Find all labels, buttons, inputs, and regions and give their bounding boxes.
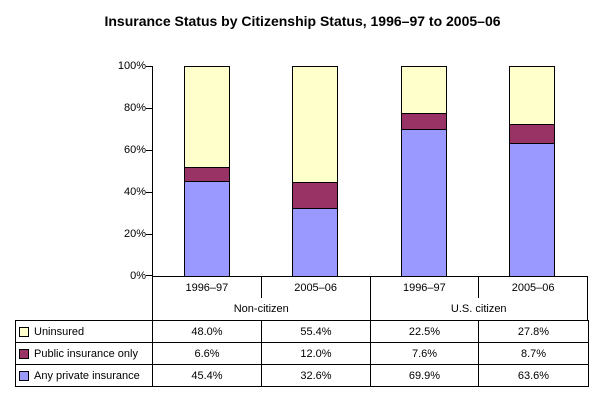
y-axis-label-20: 20%	[123, 228, 146, 240]
bar-segment-public-insurance-only	[401, 113, 447, 130]
y-axis-label-60: 60%	[123, 144, 146, 156]
bar-segment-any-private-insurance	[401, 129, 447, 276]
bar-segment-public-insurance-only	[292, 182, 338, 208]
bar-segment-uninsured	[184, 66, 230, 167]
legend-label: Uninsured	[34, 325, 85, 338]
y-axis-tick	[146, 150, 153, 151]
y-axis-label-40: 40%	[123, 186, 146, 198]
table-value: 63.6%	[479, 365, 589, 387]
bar-segment-public-insurance-only	[509, 124, 555, 143]
table-value: 8.7%	[479, 343, 589, 365]
bar-segment-uninsured	[401, 66, 447, 114]
table-value: 12.0%	[262, 343, 371, 365]
y-axis-tick	[146, 66, 153, 67]
data-table: Uninsured 48.0% 55.4% 22.5% 27.8% Public…	[15, 320, 589, 387]
y-axis-label-80: 80%	[123, 102, 146, 114]
legend-label: Public insurance only	[34, 347, 138, 360]
x-axis-label: 1996–97	[369, 277, 479, 298]
plot-area	[146, 66, 588, 277]
bar-segment-any-private-insurance	[184, 180, 230, 276]
bar-non-citizen-1996-97	[184, 66, 230, 276]
bar-segment-public-insurance-only	[184, 166, 230, 181]
legend-item-public-insurance-only: Public insurance only	[16, 343, 153, 365]
x-axis-label: 1996–97	[152, 277, 261, 298]
x-axis-category-row: 1996–97 2005–06 1996–97 2005–06	[152, 277, 588, 298]
y-axis-label-100: 100%	[117, 60, 146, 72]
x-axis-group-label: Non-citizen	[152, 298, 370, 320]
bar-non-citizen-2005-06	[292, 66, 338, 276]
bar-us-citizen-2005-06	[509, 66, 555, 277]
bar-segment-uninsured	[292, 66, 338, 183]
y-axis-tick	[146, 108, 153, 109]
bar-segment-uninsured	[509, 66, 555, 125]
table-value: 7.6%	[371, 343, 479, 365]
table-value: 6.6%	[153, 343, 262, 365]
private-insurance-swatch-icon	[19, 370, 29, 381]
x-axis-label: 2005–06	[478, 277, 587, 298]
chart-title: Insurance Status by Citizenship Status, …	[104, 13, 501, 29]
table-value: 45.4%	[153, 365, 262, 387]
table-value: 69.9%	[371, 365, 479, 387]
y-axis-tick	[146, 275, 153, 276]
legend-item-any-private-insurance: Any private insurance	[16, 365, 153, 387]
legend-label: Any private insurance	[34, 369, 140, 382]
uninsured-swatch-icon	[19, 326, 29, 337]
table-value: 27.8%	[479, 321, 589, 343]
table-value: 55.4%	[262, 321, 371, 343]
y-axis-tick	[146, 192, 153, 193]
bar-segment-any-private-insurance	[509, 142, 555, 277]
table-value: 48.0%	[153, 321, 262, 343]
public-insurance-swatch-icon	[19, 348, 29, 359]
bar-us-citizen-1996-97	[401, 66, 447, 276]
legend-item-uninsured: Uninsured	[16, 321, 153, 343]
table-value: 32.6%	[262, 365, 371, 387]
y-axis-label-0: 0%	[130, 270, 146, 282]
x-axis-group-label: U.S. citizen	[369, 298, 588, 320]
x-axis-label: 2005–06	[260, 277, 370, 298]
table-value: 22.5%	[371, 321, 479, 343]
bar-segment-any-private-insurance	[292, 207, 338, 276]
x-axis-group-row: Non-citizen U.S. citizen	[152, 298, 588, 320]
y-axis-tick	[146, 234, 153, 235]
